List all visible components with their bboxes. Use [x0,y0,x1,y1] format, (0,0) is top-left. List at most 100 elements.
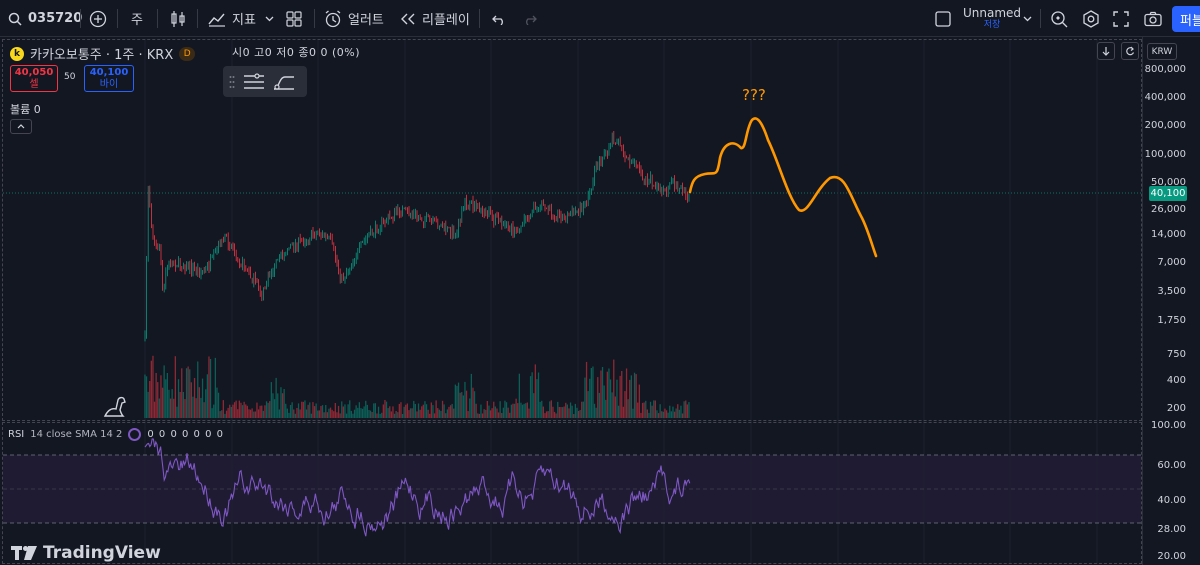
curve-tool-icon[interactable] [273,73,295,91]
toolbar-divider [314,9,315,28]
indicators-icon [208,13,225,27]
layout-name-button[interactable]: Unnamed 저장 [963,0,1021,37]
layout-dropdown[interactable] [1023,0,1032,37]
replay-button[interactable]: 리플레이 [400,0,470,37]
toolbar-divider [479,9,480,28]
chart-type-button[interactable] [170,0,186,37]
price-scale-label: 50,000 [1151,177,1186,188]
volume-legend[interactable]: 볼륨 0 [10,103,41,116]
spread-value: 50 [64,72,76,82]
square-icon [935,10,951,27]
delayed-data-badge[interactable]: D [179,46,196,61]
chevron-down-icon [265,16,274,21]
dinosaur-icon [103,396,126,417]
chevron-up-icon [17,124,25,129]
price-candles [144,131,690,342]
layouts-button[interactable] [286,0,302,37]
rsi-scale-label: 40.00 [1157,495,1186,506]
indicators-dropdown[interactable] [265,0,274,37]
settings-button[interactable] [1082,0,1100,37]
forecast-drawing[interactable] [688,117,878,258]
rsi-scale-label: 60.00 [1157,460,1186,471]
candles-icon [171,10,185,27]
quick-search-button[interactable] [1050,0,1068,37]
rsi-params: 14 close SMA 14 2 [30,429,123,440]
undo-icon [492,15,503,25]
tradingview-logo[interactable]: TradingView [11,543,161,563]
price-scale-label: 26,000 [1151,204,1186,215]
layout-save-status: 저장 [983,20,1001,30]
rsi-name: RSI [8,429,25,440]
collapse-legend-button[interactable] [10,119,32,134]
toolbar-divider [157,9,158,28]
indicators-label: 지표 [232,13,256,28]
buy-button[interactable]: 40,100 바이 [84,65,134,92]
time-grid [144,39,1098,564]
symbol-legend[interactable]: k 카카오보통주 · 1주 · KRX D [10,44,196,63]
redo-button[interactable] [523,0,537,37]
publish-button[interactable]: 퍼블 [1172,6,1200,32]
rsi-legend[interactable]: RSI 14 close SMA 14 2 0 0 0 0 0 0 0 [8,428,224,441]
buy-price: 40,100 [89,67,129,78]
rsi-scale-label: 100.00 [1151,420,1186,431]
rsi-scale-label: 28.00 [1157,524,1186,535]
price-scale-divider [1142,37,1143,565]
interval-label: 주 [131,13,143,28]
forecast-annotation[interactable]: ??? [742,86,766,104]
floating-drawing-toolbar [223,66,307,97]
plus-circle-icon [89,10,107,27]
alarm-clock-icon [325,9,341,27]
compare-symbol-button[interactable] [89,0,107,37]
rewind-icon [401,13,415,24]
rsi-values: 0 0 0 0 0 0 0 [147,429,224,440]
snapshot-button[interactable] [1144,0,1162,37]
ohlc-values: 시0 고0 저0 종0 0 (0%) [232,46,360,59]
price-scale-label: 750 [1166,349,1186,360]
symbol-search-button[interactable]: 035720 [8,0,82,37]
rsi-style-icon [128,428,142,441]
sell-price: 40,050 [14,67,54,78]
price-scale-label: 100,000 [1144,149,1186,160]
symbol-title: 카카오보통주 · 1주 · KRX [30,48,174,63]
layout-name: Unnamed [963,6,1022,20]
price-scale-label: 7,000 [1157,257,1186,268]
fullscreen-icon [1113,10,1129,27]
top-toolbar: 035720 주 지표 얼러트 리플레이 Unnamed 저장 [0,0,1200,37]
camera-icon [1144,11,1162,26]
reset-chart-button[interactable] [1121,42,1139,60]
grid-icon [286,10,302,27]
publish-label: 퍼블 [1180,13,1200,29]
save-layout-checkbox[interactable] [935,0,951,37]
rsi-scale-label: 20.00 [1157,551,1186,562]
alert-button[interactable]: 얼러트 [324,0,384,37]
tradingview-icon [11,546,37,560]
price-scale-label: 200 [1166,403,1186,414]
price-scale-label: 400 [1166,375,1186,386]
symbol-label: 035720 [28,11,83,26]
alert-label: 얼러트 [348,13,384,28]
brand-name: TradingView [43,543,161,563]
sell-button[interactable]: 40,050 셀 [10,65,58,92]
current-price-tag: 40,100 [1149,186,1187,201]
volume-bars [144,355,690,418]
drag-handle-icon[interactable] [229,75,235,89]
sell-label: 셀 [29,79,39,90]
interval-button[interactable]: 주 [131,0,143,37]
indicators-button[interactable]: 지표 [208,0,256,37]
price-scale-label: 400,000 [1144,92,1186,103]
redo-icon [526,15,537,25]
price-scale-label: 800,000 [1144,64,1186,75]
line-style-icon[interactable] [243,72,265,91]
toolbar-divider [117,9,118,28]
arrow-down-icon [1102,47,1110,56]
currency-selector[interactable]: KRW [1147,43,1177,60]
price-scale-label: 14,000 [1151,229,1186,240]
ticker-logo-icon: k [10,46,24,61]
undo-button[interactable] [492,0,506,37]
scroll-down-button[interactable] [1097,42,1115,60]
toolbar-divider [197,9,198,28]
chevron-down-icon [1023,16,1032,21]
gear-icon [1083,9,1099,28]
fullscreen-button[interactable] [1113,0,1129,37]
